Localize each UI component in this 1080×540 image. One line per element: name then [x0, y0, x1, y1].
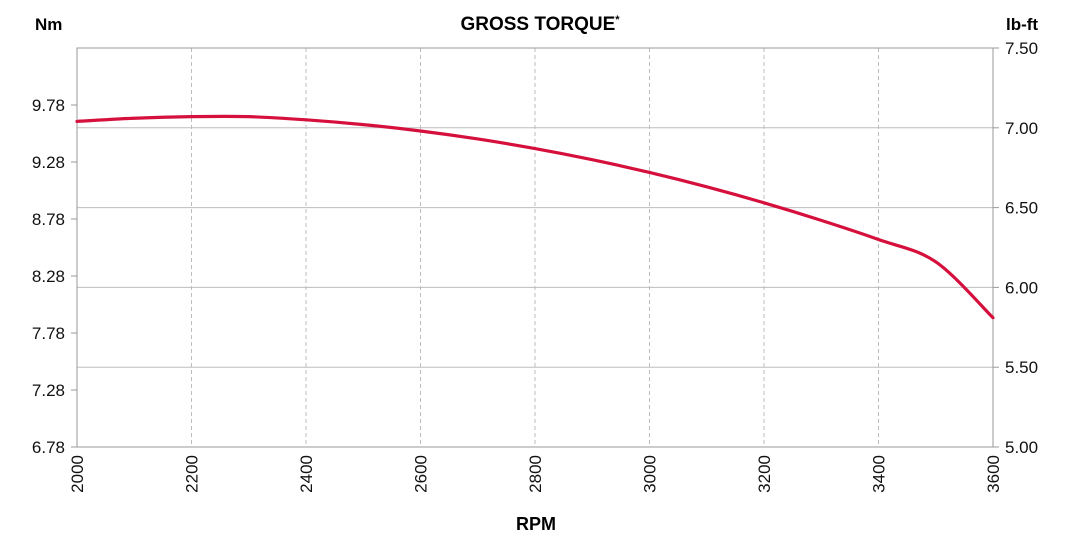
right-tick-label: 6.50: [1005, 199, 1038, 218]
left-tick-label: 6.78: [32, 438, 65, 457]
right-axis-unit: lb-ft: [1006, 15, 1038, 34]
plot-frame: [76, 47, 994, 448]
x-tick-label: 3000: [641, 455, 660, 493]
right-tick-label: 7.00: [1005, 119, 1038, 138]
right-tick-label: 5.50: [1005, 358, 1038, 377]
right-tick-label: 6.00: [1005, 278, 1038, 297]
x-tick-label: 2600: [412, 455, 431, 493]
left-tick-label: 8.28: [32, 267, 65, 286]
chart-title: GROSS TORQUE*: [460, 14, 620, 35]
left-tick-label: 9.28: [32, 153, 65, 172]
x-tick-label: 2400: [297, 455, 316, 493]
right-tick-label: 7.50: [1005, 39, 1038, 58]
right-tick-label: 5.00: [1005, 438, 1038, 457]
left-tick-label: 9.78: [32, 96, 65, 115]
x-tick-label: 3400: [870, 455, 889, 493]
torque-curve: [75, 114, 995, 320]
vertical-gridlines: [191, 48, 879, 447]
left-tick-label: 7.28: [32, 381, 65, 400]
left-tick-label: 8.78: [32, 210, 65, 229]
x-axis-label: RPM: [516, 514, 556, 534]
series-group: [75, 114, 995, 320]
x-tick-label: 3600: [984, 455, 1003, 493]
left-axis-ticks: 6.78 7.28 7.78 8.28 8.78 9.28 9.78: [32, 96, 77, 457]
x-tick-label: 2200: [183, 455, 202, 493]
x-tick-label: 2000: [68, 455, 87, 493]
x-tick-label: 3200: [755, 455, 774, 493]
x-axis-ticks: 2000 2200 2400 2600 2800 3000 3200 3400 3600: [68, 455, 1003, 493]
left-tick-label: 7.78: [32, 324, 65, 343]
x-tick-label: 2800: [526, 455, 545, 493]
horizontal-gridlines: [77, 127, 993, 368]
left-axis-unit: Nm: [35, 15, 62, 34]
right-axis-ticks: 5.00 5.50 6.00 6.50 7.00 7.50: [993, 39, 1038, 457]
